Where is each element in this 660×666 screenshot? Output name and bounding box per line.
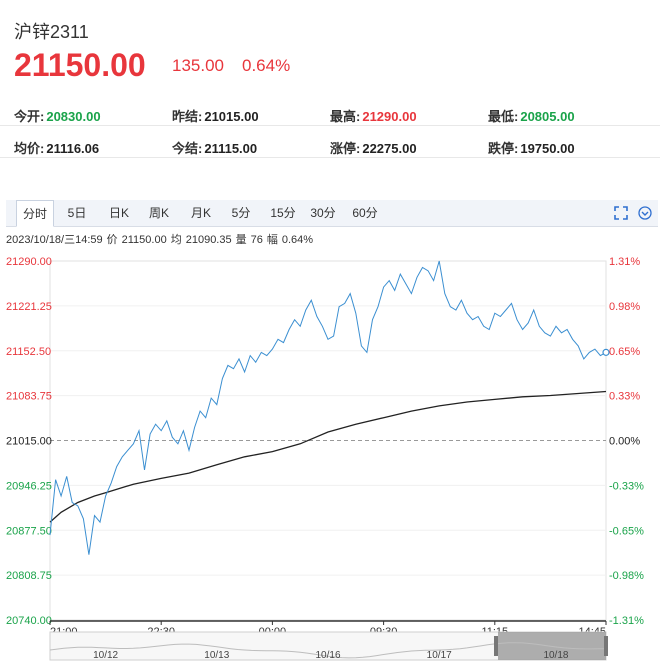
tab-monthly-k[interactable]: 月K <box>190 206 211 220</box>
stat-label: 今结: <box>172 141 203 156</box>
fullscreen-icon[interactable] <box>614 206 628 220</box>
stat-low: 最低: 20805.00 <box>488 106 575 125</box>
info-price: 21150.00 <box>121 234 167 246</box>
stat-value: 21116.06 <box>46 141 100 156</box>
price-change: 135.00 <box>172 56 224 75</box>
last-price: 21150.00 <box>14 47 146 83</box>
y-tick-label: 21015.00 <box>6 436 52 448</box>
stat-open: 今开: 20830.00 <box>14 106 101 125</box>
tab-daily-k[interactable]: 日K <box>108 206 129 220</box>
last-price-marker <box>602 348 610 356</box>
info-datetime: 2023/10/18/三14:59 <box>6 234 103 246</box>
stat-value: 20805.00 <box>520 109 575 124</box>
navigator-handle-left <box>494 636 498 656</box>
crosshair-info: 2023/10/18/三14:59 价 21150.00 均 21090.35 量 76 幅 0… <box>6 231 317 247</box>
tab-15min[interactable]: 15分 <box>270 206 296 220</box>
info-avg: 21090.35 <box>185 234 232 246</box>
y-tick-pct-label: -1.31% <box>609 615 644 627</box>
info-amp-label: 幅 <box>266 234 278 246</box>
y-tick-label: 20946.25 <box>6 480 52 492</box>
stat-avg: 均价: 21116.06 <box>14 138 99 157</box>
y-tick-label: 20877.50 <box>6 525 52 537</box>
stat-label: 最高: <box>330 109 361 124</box>
y-tick-pct-label: 1.31% <box>609 256 640 268</box>
y-tick-pct-label: -0.65% <box>609 525 644 537</box>
y-tick-label: 21290.00 <box>6 256 52 268</box>
price-change-pct: 0.64% <box>242 56 291 75</box>
tab-30min[interactable]: 30分 <box>310 206 336 220</box>
navigator-trace <box>49 642 607 659</box>
stat-high: 最高: 21290.00 <box>330 106 417 125</box>
stat-prev-settle: 昨结: 21015.00 <box>172 106 259 125</box>
y-tick-label: 20808.75 <box>6 570 52 582</box>
stats-divider <box>0 125 660 126</box>
stat-label: 昨结: <box>172 109 203 124</box>
tab-weekly-k[interactable]: 周K <box>148 206 169 220</box>
instrument-title: 沪锌2311 <box>14 22 89 42</box>
y-tick-label: 21221.25 <box>6 301 52 313</box>
stat-limit-up: 涨停: 22275.00 <box>330 138 417 157</box>
stat-label: 涨停: <box>330 141 361 156</box>
info-vol: 76 <box>250 234 263 246</box>
stat-label: 最低: <box>488 109 519 124</box>
price-line <box>49 260 607 555</box>
info-vol-label: 量 <box>235 234 247 246</box>
y-tick-label: 21083.75 <box>6 391 52 403</box>
period-tab-bar: 分时 5日 日K 周K 月K 5分 15分 30分 60分 <box>6 200 658 227</box>
stat-value: 21015.00 <box>204 109 259 124</box>
navigator-date-label: 10/12 <box>93 650 118 661</box>
info-amp: 0.64% <box>281 234 314 246</box>
navigator-date-label: 10/18 <box>543 650 568 661</box>
chevron-down-icon[interactable] <box>638 206 652 220</box>
y-tick-pct-label: -0.33% <box>609 480 644 492</box>
stat-value: 22275.00 <box>362 141 417 156</box>
stat-label: 跌停: <box>488 141 519 156</box>
navigator-date-label: 10/13 <box>204 650 229 661</box>
y-tick-label: 20740.00 <box>6 615 52 627</box>
tab-5min[interactable]: 5分 <box>231 206 251 220</box>
stat-label: 均价: <box>14 141 45 156</box>
stat-value: 21290.00 <box>362 109 417 124</box>
tab-5day[interactable]: 5日 <box>67 206 87 220</box>
info-price-label: 价 <box>106 234 118 246</box>
y-tick-pct-label: 0.65% <box>609 346 640 358</box>
y-tick-label: 21152.50 <box>6 346 51 358</box>
stat-value: 19750.00 <box>520 141 575 156</box>
stats-divider <box>0 157 660 158</box>
info-avg-label: 均 <box>170 234 182 246</box>
y-tick-pct-label: 0.00% <box>609 436 640 448</box>
stat-limit-down: 跌停: 19750.00 <box>488 138 575 157</box>
tab-60min[interactable]: 60分 <box>352 206 378 220</box>
navigator-date-label: 10/16 <box>315 650 340 661</box>
stat-value: 20830.00 <box>46 109 101 124</box>
average-price-line <box>49 390 607 523</box>
y-tick-pct-label: 0.98% <box>609 301 640 313</box>
navigator-handle-right <box>604 636 608 656</box>
y-tick-pct-label: -0.98% <box>609 570 644 582</box>
stat-label: 今开: <box>14 109 45 124</box>
stat-settle: 今结: 21115.00 <box>172 138 257 157</box>
tab-intraday[interactable]: 分时 <box>16 200 54 227</box>
navigator-date-label: 10/17 <box>427 650 452 661</box>
y-tick-pct-label: 0.33% <box>609 391 640 403</box>
stat-value: 21115.00 <box>204 141 258 156</box>
